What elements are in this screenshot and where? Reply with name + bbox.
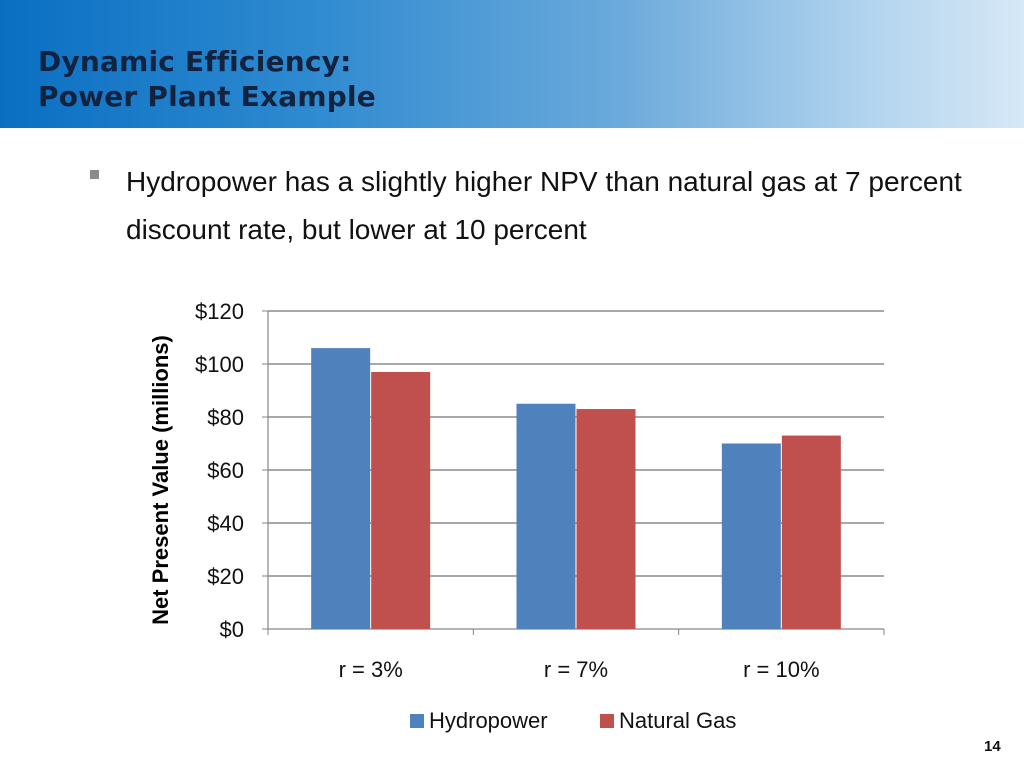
legend-label-1: Hydropower — [429, 708, 548, 733]
bar-natural-gas — [576, 409, 636, 629]
y-tick-label: $40 — [207, 511, 244, 536]
x-tick-label: r = 10% — [743, 657, 819, 682]
bullet-text: Hydropower has a slightly higher NPV tha… — [126, 166, 962, 245]
title-banner — [0, 0, 1024, 128]
y-tick-label: $80 — [207, 405, 244, 430]
bar-hydropower — [311, 348, 371, 629]
slide-title-line-1: Dynamic Efficiency: — [38, 45, 352, 78]
y-axis-title: Net Present Value (millions) — [148, 335, 173, 625]
bar-hydropower — [721, 443, 781, 629]
y-tick-label: $0 — [220, 617, 244, 642]
slide-title-line-2: Power Plant Example — [38, 80, 376, 113]
y-tick-label: $20 — [207, 564, 244, 589]
bar-natural-gas — [781, 435, 841, 629]
legend-label-2: Natural Gas — [619, 708, 736, 733]
legend-swatch-2 — [600, 714, 614, 728]
slide-title: Dynamic Efficiency: Power Plant Example — [38, 44, 376, 114]
page-number: 14 — [984, 738, 1001, 755]
y-tick-label: $120 — [195, 299, 244, 324]
legend-swatch-1 — [410, 714, 424, 728]
x-tick-label: r = 7% — [544, 657, 608, 682]
square-bullet-icon — [90, 170, 99, 179]
x-tick-label: r = 3% — [339, 657, 403, 682]
bar-hydropower — [516, 403, 576, 629]
bar-natural-gas — [371, 371, 431, 629]
y-tick-label: $100 — [195, 352, 244, 377]
y-tick-label: $60 — [207, 458, 244, 483]
